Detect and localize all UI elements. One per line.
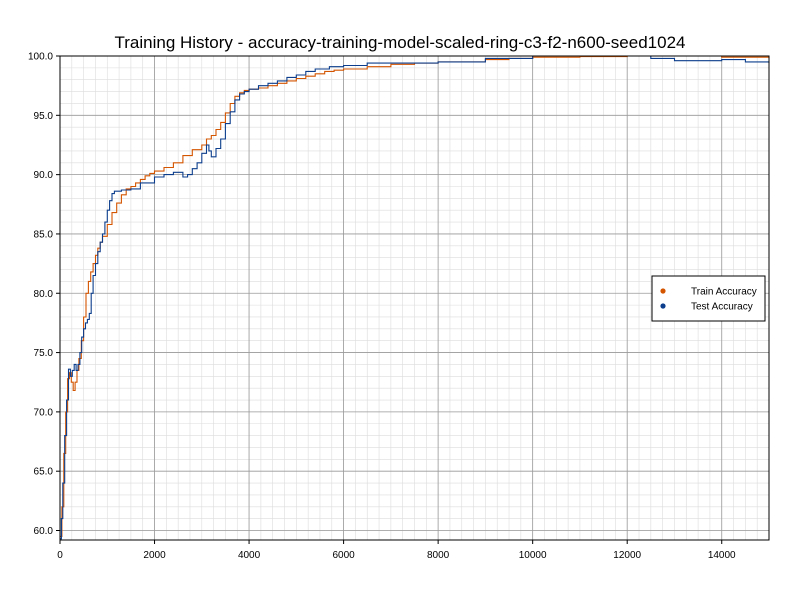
x-tick-label: 14000 (708, 550, 736, 561)
y-tick-label: 65.0 (34, 467, 54, 478)
legend-label: Test Accuracy (691, 302, 753, 313)
y-tick-label: 100.0 (28, 52, 53, 63)
y-tick-label: 60.0 (34, 526, 54, 537)
x-tick-label: 12000 (613, 550, 641, 561)
y-tick-label: 85.0 (34, 229, 54, 240)
series-layer (60, 55, 770, 540)
legend-marker (660, 303, 666, 309)
legend-marker (660, 288, 666, 294)
legend-label: Train Accuracy (691, 287, 757, 298)
x-tick-label: 2000 (143, 550, 166, 561)
legend[interactable]: Train Accuracy Test Accuracy (651, 275, 766, 322)
series-line-test-accuracy (60, 55, 770, 540)
x-tick-label: 6000 (332, 550, 355, 561)
x-tick-label: 4000 (238, 550, 261, 561)
x-axis: 0 2000 4000 6000 8000 10000 12000 14000 (57, 540, 736, 561)
x-tick-label: 10000 (519, 550, 547, 561)
y-tick-label: 75.0 (34, 348, 54, 359)
legend-box (651, 275, 766, 322)
plot-frame (59, 55, 770, 541)
x-tick-label: 8000 (427, 550, 450, 561)
chart-title: Training History - accuracy-training-mod… (114, 33, 686, 52)
y-tick-label: 80.0 (34, 289, 54, 300)
series-line-train-accuracy (60, 55, 770, 537)
y-tick-label: 70.0 (34, 407, 54, 418)
y-tick-label: 95.0 (34, 111, 54, 122)
x-tick-label: 0 (57, 550, 63, 561)
y-axis: 60.0 65.0 70.0 75.0 80.0 85.0 90.0 95.0 100.0 (28, 52, 60, 537)
y-tick-label: 90.0 (34, 170, 54, 181)
